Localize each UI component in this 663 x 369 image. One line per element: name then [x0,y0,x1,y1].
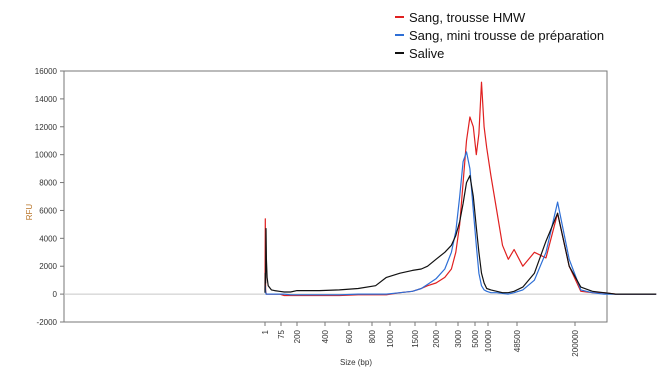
y-axis: -2000 0 2000 4000 6000 8000 10000 12000 14000 160… [35,67,64,327]
legend-item-0: Sang, trousse HMW [395,8,604,26]
x-tick-label-1: 75 [277,329,286,338]
x-tick-label-11: 10000 [484,329,493,352]
y-tick-label-0: -2000 [37,318,58,327]
y-tick-label-6: 10000 [35,151,58,160]
plot-frame [63,70,608,323]
legend-label-1: Sang, mini trousse de préparation [409,27,605,43]
y-tick-label-7: 12000 [35,123,58,132]
legend-swatch-0 [395,16,404,18]
legend-item-1: Sang, mini trousse de préparation [395,26,604,44]
legend-label-0: Sang, trousse HMW [409,9,526,25]
x-tick-label-6: 1000 [386,329,395,347]
x-tick-label-3: 400 [321,329,330,343]
x-tick-label-10: 5000 [471,329,480,347]
series-line-1 [264,151,657,296]
legend: Sang, trousse HMW Sang, mini trousse de … [395,8,604,62]
series-layer [264,81,657,297]
y-tick-label-8: 14000 [35,95,58,104]
x-tick-label-9: 3000 [454,329,463,347]
legend-label-2: Salive [409,45,445,61]
x-tick-label-4: 600 [345,329,354,343]
x-axis: 1 75 200 400 600 800 1000 1500 2000 3000 5000 10000… [261,322,580,357]
y-tick-label-1: 0 [53,290,58,299]
x-tick-label-12: 48500 [513,329,522,352]
y-tick-label-5: 8000 [39,179,57,188]
y-tick-label-3: 4000 [39,234,57,243]
x-tick-label-8: 2000 [432,329,441,347]
x-tick-label-5: 800 [368,329,377,343]
x-axis-label: Size (bp) [340,358,372,367]
y-tick-label-9: 16000 [35,67,58,76]
legend-swatch-2 [395,52,404,54]
y-tick-label-4: 6000 [39,206,57,215]
y-tick-label-2: 2000 [39,262,57,271]
x-tick-label-7: 1500 [411,329,420,347]
x-tick-label-13: 200000 [571,329,580,356]
x-tick-label-0: 1 [261,329,270,334]
series-line-2 [264,175,657,295]
x-tick-label-2: 200 [293,329,302,343]
y-axis-label: RFU [25,204,34,221]
legend-swatch-1 [395,34,404,36]
legend-item-2: Salive [395,44,604,62]
